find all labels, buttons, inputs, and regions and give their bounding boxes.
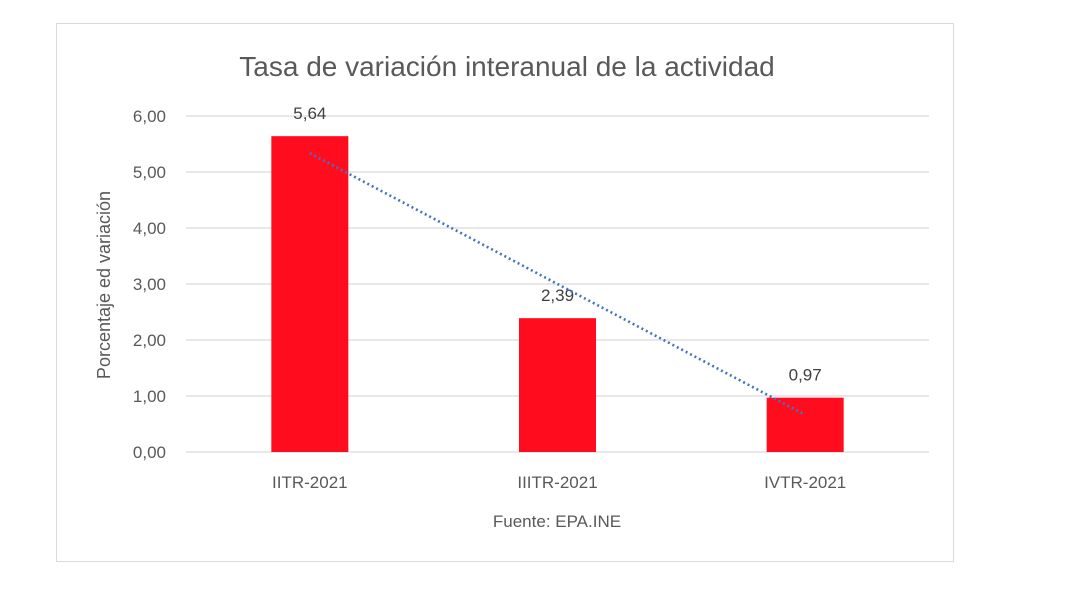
- y-tick-label: 1,00: [133, 387, 166, 406]
- chart-frame: [56, 23, 954, 562]
- y-tick-label: 5,00: [133, 163, 166, 182]
- bar: [271, 136, 349, 452]
- x-tick-label: IITR-2021: [272, 473, 348, 492]
- y-tick-label: 6,00: [133, 107, 166, 126]
- data-label: 5,64: [293, 104, 326, 123]
- data-labels: 5,64 2,39 0,97: [293, 104, 821, 385]
- y-axis-ticks: 0,00 1,00 2,00 3,00 4,00 5,00 6,00: [133, 107, 166, 462]
- bar: [766, 397, 844, 452]
- data-label: 2,39: [541, 286, 574, 305]
- x-tick-label: IIITR-2021: [517, 473, 597, 492]
- x-tick-label: IVTR-2021: [764, 473, 846, 492]
- y-tick-label: 0,00: [133, 443, 166, 462]
- bar: [519, 318, 596, 452]
- y-tick-label: 2,00: [133, 331, 166, 350]
- trendline: [309, 152, 806, 416]
- bars: [271, 136, 844, 452]
- x-axis-label: Fuente: EPA.INE: [493, 512, 621, 531]
- chart-title: Tasa de variación interanual de la activ…: [239, 51, 774, 82]
- data-label: 0,97: [789, 366, 822, 385]
- x-axis-categories: IITR-2021 IIITR-2021 IVTR-2021: [272, 473, 846, 492]
- y-tick-label: 3,00: [133, 275, 166, 294]
- y-axis-label: Porcentaje ed variación: [94, 191, 114, 379]
- y-tick-label: 4,00: [133, 219, 166, 238]
